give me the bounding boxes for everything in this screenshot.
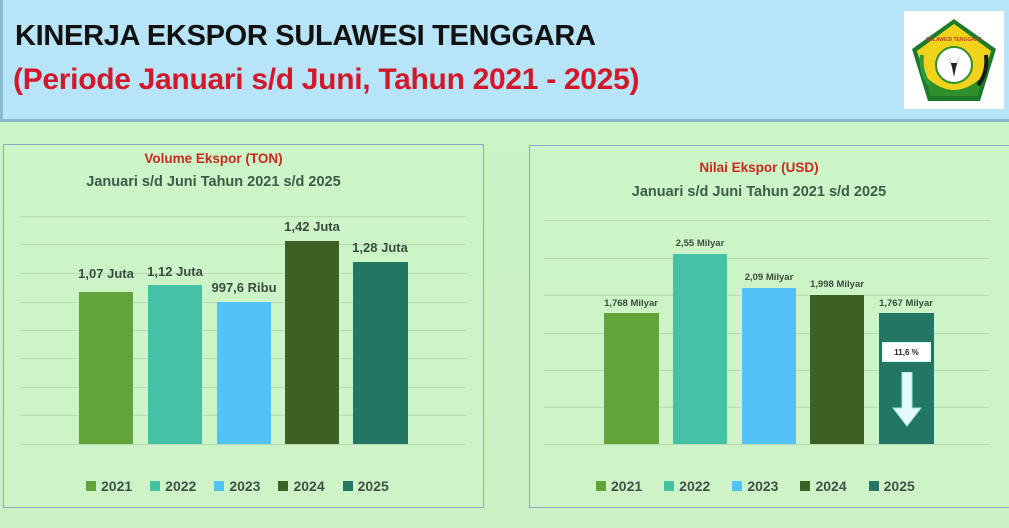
value-chart-legend: 2021 2022 2023 2024 2025 — [596, 478, 915, 494]
legend-swatch-2021 — [596, 481, 606, 491]
volume-chart-legend: 2021 2022 2023 2024 2025 — [86, 478, 389, 494]
legend-item-2021: 2021 — [86, 478, 132, 494]
svg-text:SULAWESI TENGGARA: SULAWESI TENGGARA — [926, 37, 983, 43]
legend-swatch-2022 — [150, 481, 161, 491]
gridline — [544, 220, 990, 221]
legend-swatch-2025 — [868, 481, 879, 491]
volume-bar-2023 — [217, 302, 271, 444]
gridline — [20, 216, 466, 217]
value-bar-2022 — [673, 254, 727, 444]
legend-swatch-2023 — [214, 481, 225, 491]
legend-swatch-2021 — [86, 481, 96, 491]
arrow-down-icon — [892, 372, 922, 427]
gridline — [20, 244, 466, 245]
volume-label-2024: 1,42 Juta — [284, 219, 340, 234]
volume-label-2021: 1,07 Juta — [78, 266, 134, 281]
legend-item-2024: 2024 — [278, 478, 325, 494]
legend-item-2024: 2024 — [800, 478, 847, 494]
legend-item-2025: 2025 — [342, 478, 389, 494]
legend-swatch-2022 — [664, 481, 675, 491]
page-title: KINERJA EKSPOR SULAWESI TENGGARA — [15, 20, 596, 52]
volume-bar-2021 — [79, 292, 133, 444]
legend-swatch-2024 — [278, 481, 289, 491]
legend-item-2023: 2023 — [214, 478, 260, 494]
value-label-2022: 2,55 Milyar — [675, 238, 725, 249]
legend-item-2022: 2022 — [150, 478, 196, 494]
legend-swatch-2024 — [800, 481, 811, 491]
legend-swatch-2025 — [342, 481, 353, 491]
value-label-2025: 1,767 Milyar — [879, 298, 933, 309]
provincial-emblem-icon: SULAWESI TENGGARA — [904, 11, 1004, 109]
gridline — [20, 444, 466, 445]
gridline — [20, 273, 466, 274]
value-label-2021: 1,768 Milyar — [604, 298, 658, 309]
legend-item-2021: 2021 — [596, 478, 642, 494]
value-bar-2021 — [604, 313, 659, 444]
volume-label-2025: 1,28 Juta — [352, 240, 408, 255]
legend-swatch-2023 — [732, 481, 743, 491]
page-subtitle: (Periode Januari s/d Juni, Tahun 2021 - … — [13, 63, 640, 96]
value-chart-title: Nilai Ekspor (USD) — [699, 160, 819, 175]
volume-bar-2024 — [285, 241, 339, 444]
volume-bar-2025 — [353, 262, 408, 444]
value-chart-subtitle: Januari s/d Juni Tahun 2021 s/d 2025 — [631, 184, 887, 200]
value-label-2024: 1,998 Milyar — [810, 279, 864, 290]
volume-label-2022: 1,12 Juta — [147, 264, 203, 279]
volume-bar-2022 — [148, 285, 202, 444]
value-label-2023: 2,09 Milyar — [744, 272, 794, 283]
gridline — [544, 444, 990, 445]
volume-chart-title: Volume Ekspor (TON) — [144, 151, 283, 166]
header-banner: KINERJA EKSPOR SULAWESI TENGGARA (Period… — [0, 0, 1009, 122]
value-bar-2024 — [810, 295, 864, 444]
gridline — [544, 258, 990, 259]
decline-percentage-badge: 11,6 % — [882, 342, 931, 362]
legend-item-2022: 2022 — [664, 478, 710, 494]
value-bar-2023 — [742, 288, 796, 444]
volume-chart-subtitle: Januari s/d Juni Tahun 2021 s/d 2025 — [86, 174, 341, 190]
legend-item-2025: 2025 — [868, 478, 915, 494]
volume-label-2023: 997,6 Ribu — [211, 280, 277, 295]
legend-item-2023: 2023 — [732, 478, 778, 494]
